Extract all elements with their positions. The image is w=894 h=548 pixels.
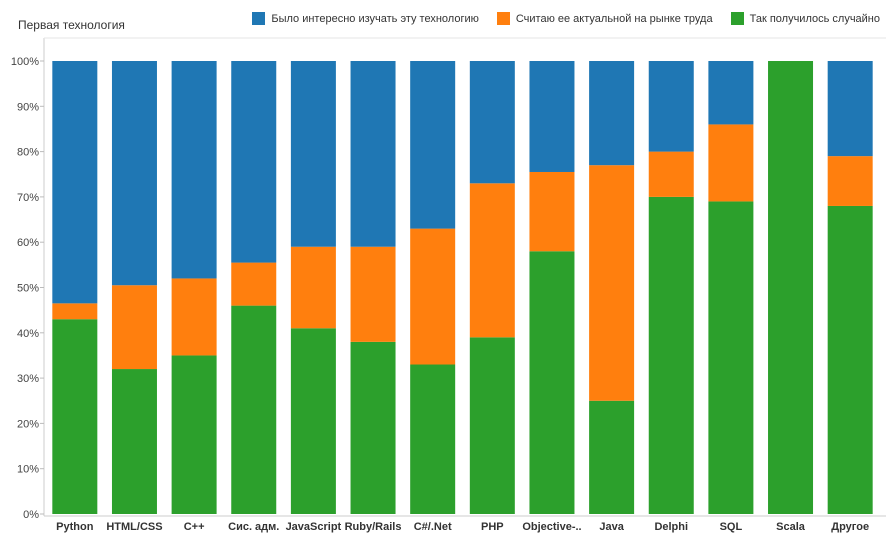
- bar-segment: [827, 205, 873, 514]
- bar-segment: [350, 246, 396, 342]
- x-tick-label: PHP: [481, 521, 504, 533]
- y-tick-label: 90%: [17, 101, 39, 113]
- y-tick-label: 80%: [17, 147, 39, 159]
- legend-item: Считаю ее актуальной на рынке труда: [496, 12, 713, 25]
- bar-segment: [827, 156, 873, 206]
- x-tick-label: C++: [184, 521, 205, 533]
- x-tick-label: Delphi: [654, 521, 688, 533]
- y-tick-label: 0%: [23, 509, 39, 521]
- bar-segment: [290, 328, 336, 514]
- x-tick-label: C#/.Net: [414, 521, 452, 533]
- y-tick-label: 40%: [17, 328, 39, 340]
- bar-segment: [410, 61, 456, 229]
- bar-segment: [350, 61, 396, 247]
- bar-segment: [290, 246, 336, 329]
- bar-segment: [52, 303, 98, 320]
- x-tick-label: Objective-..: [522, 521, 581, 533]
- y-tick-label: 20%: [17, 418, 39, 430]
- x-tick-label: Сис. адм.: [228, 521, 279, 533]
- bar-segment: [529, 171, 575, 252]
- bar-segment: [648, 151, 694, 197]
- y-tick-label: 100%: [11, 56, 39, 68]
- legend-label: Считаю ее актуальной на рынке труда: [515, 12, 713, 25]
- bar-segment: [410, 364, 456, 514]
- bar-segment: [111, 285, 157, 370]
- bar-segment: [52, 319, 98, 514]
- legend-label: Так получилось случайно: [749, 12, 880, 25]
- x-tick-label: SQL: [720, 521, 743, 533]
- x-tick-label: HTML/CSS: [106, 521, 162, 533]
- bar-segment: [708, 124, 754, 202]
- bar-segment: [648, 196, 694, 514]
- legend-swatch: [496, 12, 510, 25]
- bar-segment: [827, 61, 873, 157]
- bar-segment: [171, 278, 217, 356]
- bar-segment: [529, 61, 575, 172]
- bar-segment: [290, 61, 336, 247]
- bar-segment: [589, 165, 635, 401]
- bar-segment: [410, 228, 456, 365]
- bar-segment: [171, 61, 217, 279]
- bar-segment: [171, 355, 217, 514]
- x-tick-label: JavaScript: [286, 521, 342, 533]
- legend-item: Так получилось случайно: [730, 12, 880, 25]
- y-tick-label: 60%: [17, 237, 39, 249]
- bar-segment: [589, 400, 635, 514]
- bar-segment: [768, 61, 814, 514]
- x-tick-label: Python: [56, 521, 94, 533]
- x-tick-label: Другое: [831, 521, 869, 533]
- y-tick-label: 50%: [17, 283, 39, 295]
- bar-segment: [111, 61, 157, 286]
- x-tick-label: Scala: [776, 521, 806, 533]
- y-tick-label: 70%: [17, 192, 39, 204]
- y-tick-label: 10%: [17, 464, 39, 476]
- bar-segment: [111, 369, 157, 514]
- x-tick-label: Ruby/Rails: [345, 521, 402, 533]
- bar-segment: [52, 61, 98, 304]
- bar-segment: [469, 183, 515, 338]
- bar-segment: [529, 251, 575, 514]
- bar-segment: [231, 305, 277, 514]
- bar-segment: [469, 61, 515, 184]
- bar-segment: [231, 61, 277, 263]
- legend-label: Было интересно изучать эту технологию: [271, 12, 479, 25]
- bar-segment: [350, 341, 396, 514]
- bar-segment: [648, 61, 694, 152]
- bar-segment: [231, 262, 277, 306]
- y-tick-label: 30%: [17, 373, 39, 385]
- x-tick-label: Java: [599, 521, 624, 533]
- legend-swatch: [252, 12, 266, 25]
- legend-swatch: [730, 12, 744, 25]
- legend: Было интересно изучать эту технологию Счи…: [252, 12, 880, 25]
- bar-segment: [708, 201, 754, 514]
- bar-segment: [708, 61, 754, 125]
- legend-item: Было интересно изучать эту технологию: [252, 12, 479, 25]
- bar-segment: [589, 61, 635, 166]
- bar-segment: [469, 337, 515, 514]
- chart-title: Первая технология: [18, 18, 125, 32]
